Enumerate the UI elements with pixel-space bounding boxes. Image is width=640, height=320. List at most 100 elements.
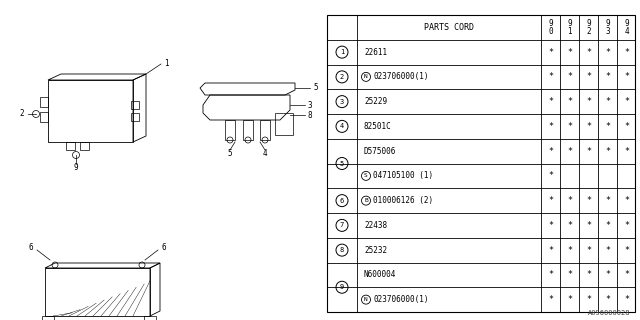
Text: 8: 8 bbox=[340, 247, 344, 253]
Text: 5: 5 bbox=[313, 84, 317, 92]
Text: *: * bbox=[624, 196, 629, 205]
Text: 9
2: 9 2 bbox=[586, 19, 591, 36]
Bar bbox=[144, 316, 156, 320]
Text: 023706000(1): 023706000(1) bbox=[373, 295, 429, 304]
Text: 82501C: 82501C bbox=[364, 122, 392, 131]
Text: *: * bbox=[605, 97, 610, 106]
Text: 9: 9 bbox=[340, 284, 344, 290]
Text: *: * bbox=[624, 246, 629, 255]
Text: *: * bbox=[567, 246, 572, 255]
Text: *: * bbox=[567, 147, 572, 156]
Text: *: * bbox=[567, 221, 572, 230]
Text: *: * bbox=[624, 72, 629, 81]
Text: 047105100 (1): 047105100 (1) bbox=[373, 172, 433, 180]
Text: 7: 7 bbox=[340, 222, 344, 228]
Text: *: * bbox=[586, 246, 591, 255]
Text: 6: 6 bbox=[340, 198, 344, 204]
Bar bbox=[40, 97, 48, 107]
Text: *: * bbox=[567, 48, 572, 57]
Text: *: * bbox=[548, 48, 553, 57]
Text: *: * bbox=[567, 196, 572, 205]
Text: 2: 2 bbox=[19, 109, 24, 118]
Text: *: * bbox=[586, 48, 591, 57]
Text: *: * bbox=[605, 270, 610, 279]
Text: *: * bbox=[567, 295, 572, 304]
Bar bbox=[275, 113, 293, 135]
Bar bbox=[80, 142, 89, 150]
Text: A096000028: A096000028 bbox=[588, 310, 630, 316]
Text: *: * bbox=[586, 270, 591, 279]
Text: 6: 6 bbox=[162, 244, 166, 252]
Text: *: * bbox=[624, 122, 629, 131]
Text: *: * bbox=[548, 147, 553, 156]
Text: *: * bbox=[586, 295, 591, 304]
Text: *: * bbox=[567, 270, 572, 279]
Text: *: * bbox=[548, 172, 553, 180]
Bar bbox=[131, 101, 139, 109]
Text: *: * bbox=[586, 147, 591, 156]
Text: 9
4: 9 4 bbox=[624, 19, 629, 36]
Text: N600004: N600004 bbox=[364, 270, 396, 279]
Text: 9
3: 9 3 bbox=[605, 19, 610, 36]
Text: *: * bbox=[605, 48, 610, 57]
Text: *: * bbox=[548, 246, 553, 255]
Bar bbox=[45, 268, 150, 316]
Text: 2: 2 bbox=[340, 74, 344, 80]
Text: 9
0: 9 0 bbox=[548, 19, 553, 36]
Text: *: * bbox=[548, 221, 553, 230]
Text: 3: 3 bbox=[308, 100, 312, 109]
Text: *: * bbox=[586, 122, 591, 131]
Text: 9: 9 bbox=[74, 164, 78, 172]
Text: *: * bbox=[586, 72, 591, 81]
Text: 3: 3 bbox=[340, 99, 344, 105]
Text: *: * bbox=[605, 221, 610, 230]
Text: N: N bbox=[364, 297, 368, 302]
Text: *: * bbox=[586, 97, 591, 106]
Text: *: * bbox=[624, 295, 629, 304]
Text: *: * bbox=[605, 147, 610, 156]
Text: *: * bbox=[605, 295, 610, 304]
Text: N: N bbox=[364, 74, 368, 79]
Text: *: * bbox=[548, 72, 553, 81]
Text: 4: 4 bbox=[262, 149, 268, 158]
Text: 1: 1 bbox=[164, 59, 168, 68]
Text: 4: 4 bbox=[340, 124, 344, 129]
Text: *: * bbox=[548, 122, 553, 131]
Text: *: * bbox=[567, 122, 572, 131]
Text: D575006: D575006 bbox=[364, 147, 396, 156]
Bar bbox=[327, 15, 635, 312]
Bar bbox=[40, 112, 48, 122]
Text: *: * bbox=[605, 196, 610, 205]
Text: 25232: 25232 bbox=[364, 246, 387, 255]
Text: B: B bbox=[364, 198, 368, 203]
Text: 25229: 25229 bbox=[364, 97, 387, 106]
Text: *: * bbox=[548, 295, 553, 304]
Text: 22438: 22438 bbox=[364, 221, 387, 230]
Text: *: * bbox=[548, 97, 553, 106]
Text: 5: 5 bbox=[340, 161, 344, 166]
Text: *: * bbox=[586, 221, 591, 230]
Text: *: * bbox=[567, 72, 572, 81]
Text: 8: 8 bbox=[308, 110, 312, 119]
Text: 1: 1 bbox=[340, 49, 344, 55]
Text: *: * bbox=[586, 196, 591, 205]
Text: 023706000(1): 023706000(1) bbox=[373, 72, 429, 81]
Text: 5: 5 bbox=[228, 149, 232, 158]
Text: S: S bbox=[364, 173, 368, 178]
Text: *: * bbox=[624, 48, 629, 57]
Text: *: * bbox=[548, 196, 553, 205]
Text: *: * bbox=[567, 97, 572, 106]
Text: *: * bbox=[624, 97, 629, 106]
Text: 22611: 22611 bbox=[364, 48, 387, 57]
Text: *: * bbox=[624, 147, 629, 156]
Text: *: * bbox=[605, 246, 610, 255]
Text: *: * bbox=[605, 122, 610, 131]
Text: 9
1: 9 1 bbox=[567, 19, 572, 36]
Text: 010006126 (2): 010006126 (2) bbox=[373, 196, 433, 205]
Text: *: * bbox=[624, 270, 629, 279]
Text: 6: 6 bbox=[28, 244, 33, 252]
Bar bbox=[42, 316, 54, 320]
Text: *: * bbox=[548, 270, 553, 279]
Text: PARTS CORD: PARTS CORD bbox=[424, 23, 474, 32]
Text: *: * bbox=[624, 221, 629, 230]
